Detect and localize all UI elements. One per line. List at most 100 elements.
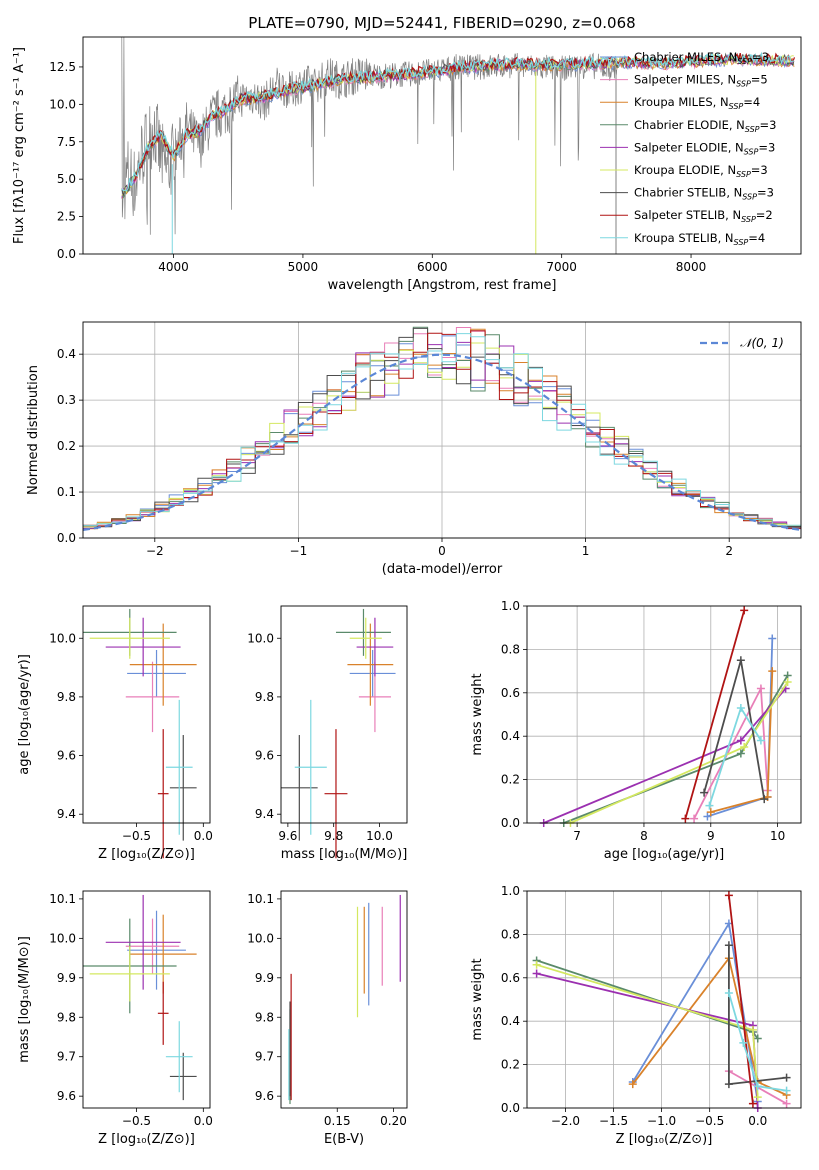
y-tick-label: 10.0 <box>49 631 76 645</box>
legend-label: Salpeter ELODIE, NSSP=3 <box>634 140 775 156</box>
x-tick-label: 9.8 <box>324 829 343 843</box>
y-axis-label: mass weight <box>470 673 485 755</box>
mass-vs-extinction-panel: 0.15 0.20 9.6 9.7 9.8 9.9 10.0 10.1 E(B-V) <box>247 890 408 1147</box>
y-axis-label: mass weight <box>470 958 485 1040</box>
y-tick-label: 5.0 <box>57 172 76 186</box>
y-tick-label: 9.4 <box>57 807 76 821</box>
y-tick-label: 9.6 <box>57 749 76 763</box>
mass-weight-marker <box>724 1080 733 1089</box>
mass-weight-marker <box>748 1025 757 1034</box>
y-tick-label: 9.6 <box>255 749 274 763</box>
y-axis-label: mass [log₁₀(M/M⊙)] <box>17 936 32 1063</box>
y-tick-label: 1.0 <box>501 884 520 898</box>
x-axis-label: Z [log₁₀(Z/Z⊙)] <box>98 847 195 862</box>
x-tick-label: −1.0 <box>647 1114 676 1128</box>
y-axis-label: Flux [fλ10⁻¹⁷ erg cm⁻² s⁻¹ A⁻¹] <box>12 47 27 244</box>
x-tick-label: 9 <box>707 829 715 843</box>
plot-frame <box>82 890 211 1109</box>
y-tick-label: 0.4 <box>501 1014 520 1028</box>
mass-weight-marker <box>690 814 699 823</box>
mass-weight-marker <box>705 801 714 810</box>
y-tick-label: 9.8 <box>57 1010 76 1024</box>
mass-weight-marker <box>782 1086 791 1095</box>
y-tick-label: 9.9 <box>255 971 274 985</box>
x-tick-label: 8000 <box>676 260 707 274</box>
spectrum-lines <box>121 37 796 254</box>
x-tick-label: 0 <box>438 544 446 558</box>
y-tick-label: 0.2 <box>57 439 76 453</box>
y-tick-label: 9.6 <box>255 1089 274 1103</box>
mass-weight-marker <box>532 969 541 978</box>
normal-reference-curve <box>82 353 802 531</box>
y-tick-label: 0.0 <box>57 247 76 261</box>
residual-histogram-panel: −2 −1 0 1 2 0.0 0.1 0.2 0.3 0.4 (data-model)/error… <box>26 321 802 577</box>
x-axis-label: Z [log₁₀(Z/Z⊙)] <box>98 1132 195 1147</box>
legend-label: Chabrier STELIB, NSSP=3 <box>634 186 774 202</box>
x-tick-label: −0.5 <box>122 1114 151 1128</box>
mass-weight-marker <box>740 606 749 615</box>
x-tick-label: 0.20 <box>380 1114 407 1128</box>
plot-frame <box>526 890 802 1109</box>
y-tick-label: 9.6 <box>57 1089 76 1103</box>
y-tick-label: 0.6 <box>501 971 520 985</box>
x-tick-label: 0.0 <box>194 1114 213 1128</box>
plot-frame <box>280 605 408 824</box>
mass-weight-marker <box>700 788 709 797</box>
y-axis-label: age [log₁₀(age/yr)] <box>17 654 32 775</box>
y-tick-label: 0.6 <box>501 686 520 700</box>
mass-weight-marker <box>736 749 745 758</box>
mass-weight-marker <box>753 1093 762 1102</box>
mass-weight-marker <box>736 703 745 712</box>
y-tick-label: 9.8 <box>57 690 76 704</box>
mass-weight-marker <box>760 795 769 804</box>
y-tick-label: 0.0 <box>501 816 520 830</box>
mass-weight-marker <box>736 656 745 665</box>
y-tick-label: 9.4 <box>255 807 274 821</box>
x-tick-label: 0.15 <box>324 1114 351 1128</box>
legend-label: Salpeter STELIB, NSSP=2 <box>634 208 773 224</box>
mass-weight-vs-age-panel: 7 8 9 10 0.0 0.2 0.4 0.6 0.8 1.0 age [log₁₀(age/yr… <box>470 599 802 862</box>
mass-weight-marker <box>740 743 749 752</box>
y-tick-label: 9.9 <box>57 971 76 985</box>
y-tick-label: 10.0 <box>49 931 76 945</box>
legend-label: Chabrier MILES, NSSP=3 <box>634 50 769 66</box>
x-tick-label: −2 <box>146 544 164 558</box>
mass-weight-marker <box>532 960 541 969</box>
y-tick-label: 0.2 <box>501 773 520 787</box>
y-tick-label: 12.5 <box>49 60 76 74</box>
plot-frame <box>280 890 408 1109</box>
mass-weight-line <box>684 610 746 819</box>
mass-weight-marker <box>782 1073 791 1082</box>
model-spectrum-line <box>121 51 795 192</box>
mass-weight-marker <box>706 808 715 817</box>
legend-label: Chabrier ELODIE, NSSP=3 <box>634 118 776 134</box>
mass-weight-marker <box>753 1082 762 1091</box>
y-tick-label: 9.7 <box>57 1050 76 1064</box>
mass-weight-marker <box>724 941 733 950</box>
y-tick-label: 9.7 <box>255 1050 274 1064</box>
y-tick-label: 10.1 <box>49 892 76 906</box>
mass-weight-marker <box>782 1099 791 1108</box>
y-tick-label: 10.0 <box>247 931 274 945</box>
x-tick-label: 0.0 <box>194 829 213 843</box>
x-axis-label: Z [log₁₀(Z/Z⊙)] <box>616 1132 713 1147</box>
legend-label: Kroupa STELIB, NSSP=4 <box>634 231 765 247</box>
x-axis-label: wavelength [Angstrom, rest frame] <box>328 278 557 293</box>
legend-label: 𝒩(0, 1) <box>740 336 784 350</box>
x-axis-label: age [log₁₀(age/yr)] <box>604 847 725 862</box>
x-tick-label: −1 <box>290 544 308 558</box>
y-tick-label: 0.4 <box>57 347 76 361</box>
x-tick-label: 8 <box>640 829 648 843</box>
y-tick-label: 2.5 <box>57 210 76 224</box>
plot-frame <box>526 605 802 824</box>
mass-vs-metallicity-panel: −0.5 0.0 9.6 9.7 9.8 9.9 10.0 10.1 Z [log₁₀(Z/Z⊙… <box>17 890 213 1147</box>
y-tick-label: 1.0 <box>501 599 520 613</box>
mass-weight-marker <box>703 812 712 821</box>
mass-weight-marker <box>681 814 690 823</box>
x-tick-label: 7000 <box>546 260 577 274</box>
mass-weight-marker <box>783 677 792 686</box>
histogram-step-line <box>83 330 801 529</box>
age-vs-metallicity-panel: −0.5 0.0 9.4 9.6 9.8 10.0 Z [log₁₀(Z/Z⊙)] age [… <box>17 605 213 862</box>
mass-weight-marker <box>724 988 733 997</box>
